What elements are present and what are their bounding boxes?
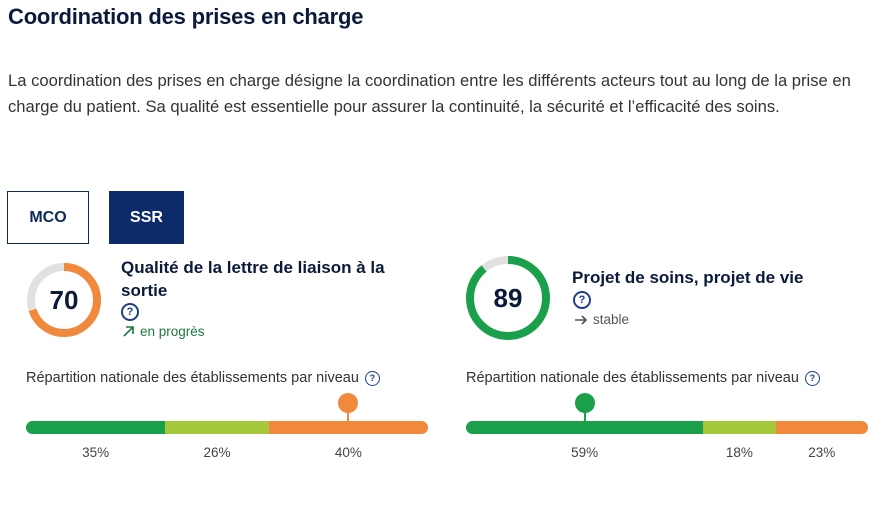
trend-label: stable	[593, 312, 630, 327]
score-value: 70	[49, 284, 79, 315]
intro-text: La coordination des prises en charge dés…	[8, 71, 851, 116]
tab-mco[interactable]: MCO	[7, 191, 89, 244]
distribution-segment-green	[466, 421, 704, 434]
question-circle-icon[interactable]: ?	[364, 370, 380, 386]
distribution-segment-orange	[775, 421, 868, 434]
question-circle-icon[interactable]: ?	[121, 303, 139, 321]
arrow-right-icon	[575, 314, 588, 325]
question-circle-icon[interactable]: ?	[573, 291, 591, 309]
score-ring-chart	[27, 263, 101, 337]
distribution-percent: 18%	[725, 445, 753, 460]
ring-arc	[466, 256, 550, 340]
distribution-label-text: Répartition nationale des établissements…	[26, 370, 359, 386]
distribution-label: Répartition nationale des établissements…	[466, 370, 820, 386]
level-marker	[338, 393, 359, 413]
distribution-bar	[26, 421, 428, 434]
distribution-label-text: Répartition nationale des établissements…	[466, 370, 799, 386]
level-marker-stem	[347, 409, 350, 423]
ring-arc	[27, 263, 101, 337]
distribution-percent: 40%	[334, 445, 362, 460]
distribution-segment-lightgreen	[703, 421, 776, 434]
indicator-title: Projet de soins, projet de vie	[572, 268, 804, 287]
distribution-segment-orange	[268, 421, 428, 434]
arrow-up-right-icon	[123, 326, 134, 337]
level-marker-stem	[583, 409, 586, 423]
trend-label: en progrès	[140, 324, 205, 339]
distribution-percent: 23%	[808, 445, 836, 460]
distribution-percent: 59%	[571, 445, 599, 460]
distribution-bar	[466, 421, 868, 434]
distribution-label: Répartition nationale des établissements…	[26, 370, 380, 386]
distribution-percent: 26%	[203, 445, 231, 460]
trend: stable	[574, 312, 629, 327]
question-circle-icon[interactable]: ?	[804, 370, 820, 386]
score-ring: 70	[24, 260, 104, 340]
level-marker	[574, 393, 595, 413]
page-title: Coordination des prises en charge	[8, 4, 364, 29]
indicator-title: Qualité de la lettre de liaison à la sor…	[121, 258, 385, 300]
score-ring-chart	[466, 256, 550, 340]
distribution-segment-green	[26, 421, 166, 434]
tab-ssr[interactable]: SSR	[109, 191, 184, 244]
distribution-percent: 35%	[82, 445, 110, 460]
score-ring: 89	[464, 254, 552, 342]
distribution-segment-lightgreen	[165, 421, 269, 434]
trend: en progrès	[122, 324, 205, 339]
score-value: 89	[493, 282, 523, 313]
